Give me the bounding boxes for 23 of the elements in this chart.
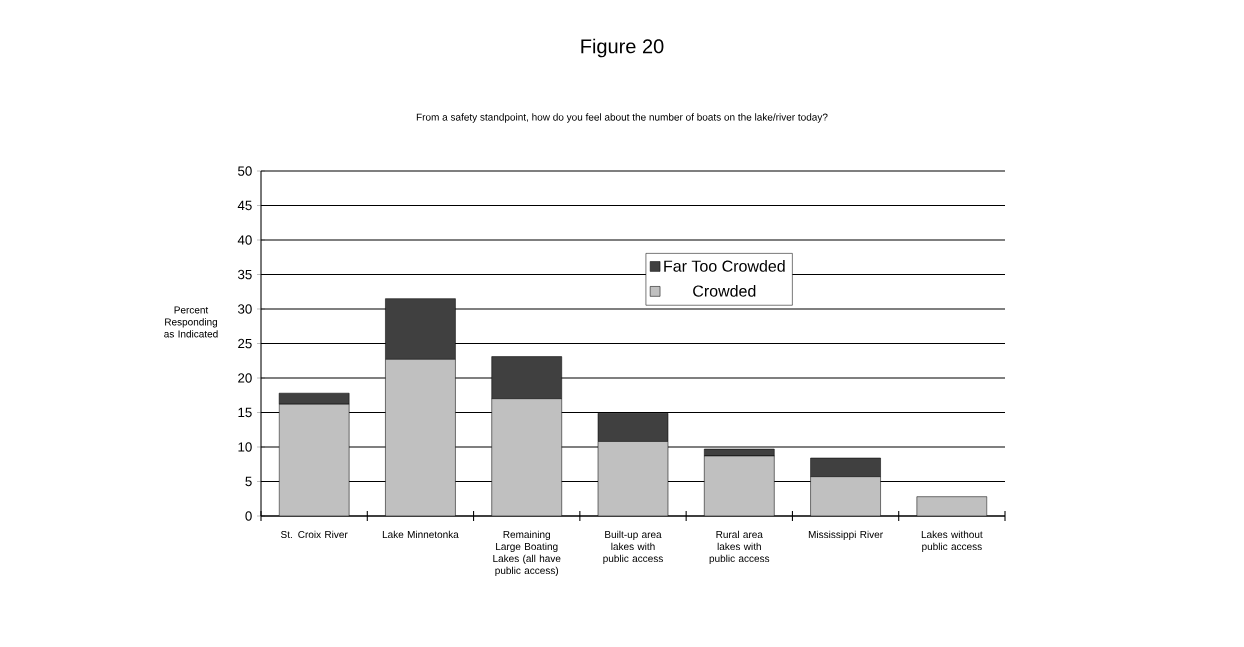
legend-label: Crowded (693, 284, 756, 297)
x-tick-label: Remaining Large Boating Lakes (all have public access) (493, 530, 561, 577)
x-tick-label: Lake Minnetonka (382, 530, 459, 539)
y-tick-label: 10 (238, 442, 252, 452)
y-tick-label: 20 (238, 373, 252, 383)
legend-label: Far Too Crowded (664, 260, 785, 272)
y-tick-label: 5 (245, 476, 252, 487)
chart-subtitle: From a safety standpoint, how do you feel about the number of boats on the lake/river today? (416, 113, 828, 123)
y-tick-label: 30 (237, 304, 252, 314)
y-tick-label: 35 (237, 269, 252, 280)
y-tick-label: 45 (237, 200, 252, 211)
y-axis-title: Percent Responding as Indicated (164, 306, 218, 338)
y-tick-label: 50 (238, 166, 252, 176)
x-tick-label: Built-up area lakes with public access (603, 530, 663, 565)
x-tick-label: Mississippi River (808, 530, 883, 541)
x-tick-label: Lakes without public access (921, 530, 983, 553)
chart-title: Figure 20 (581, 38, 664, 58)
y-tick-label: 15 (238, 407, 252, 418)
x-tick-label: Rural area lakes with public access (709, 530, 770, 565)
x-tick-label: St. Croix River (280, 530, 348, 539)
y-tick-label: 40 (237, 235, 252, 245)
y-tick-label: 25 (238, 338, 252, 349)
y-tick-label: 0 (245, 511, 252, 521)
